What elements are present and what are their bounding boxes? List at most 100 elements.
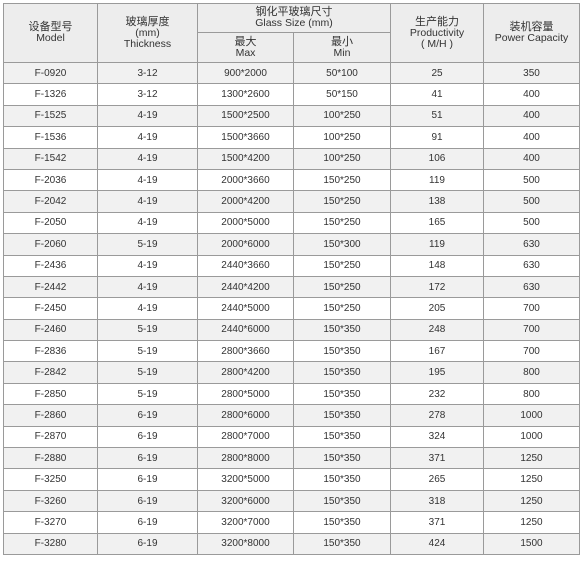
header-max-en: Max <box>235 46 256 59</box>
cell-thickness: 3-12 <box>97 61 198 85</box>
cell-min-size: 150*250 <box>293 168 391 192</box>
cell-model: F-1536 <box>3 126 98 149</box>
table-row: F-3270 6-19 3200*7000 150*350 371 1250 <box>3 511 580 534</box>
header-productivity-zh: 生产能力 <box>415 15 459 28</box>
cell-power: 1000 <box>483 404 580 427</box>
cell-max-size: 3200*7000 <box>197 511 294 534</box>
header-productivity-unit: ( M/H ) <box>420 37 454 50</box>
header-min-en: Min <box>333 46 351 59</box>
table-row: F-2450 4-19 2440*5000 150*250 205 700 <box>3 297 580 320</box>
cell-max-size: 1500*4200 <box>197 147 294 170</box>
cell-productivity: 167 <box>390 340 484 363</box>
cell-thickness: 4-19 <box>97 297 198 320</box>
cell-max-size: 2440*3660 <box>197 254 294 277</box>
cell-max-size: 2800*8000 <box>197 447 294 470</box>
cell-min-size: 150*350 <box>293 361 391 384</box>
cell-productivity: 324 <box>390 425 484 449</box>
cell-max-size: 2000*4200 <box>197 190 294 213</box>
cell-min-size: 150*350 <box>293 447 391 470</box>
cell-productivity: 371 <box>390 511 484 534</box>
cell-productivity: 91 <box>390 126 484 149</box>
cell-power: 700 <box>483 297 580 320</box>
header-glass-size-en: Glass Size (mm) <box>255 17 333 29</box>
cell-model: F-2836 <box>3 340 98 363</box>
cell-thickness: 3-12 <box>97 83 198 106</box>
cell-model: F-2436 <box>3 254 98 277</box>
cell-min-size: 150*350 <box>293 532 391 555</box>
table-row: F-0920 3-12 900*2000 50*100 25 350 <box>3 61 580 85</box>
cell-thickness: 4-19 <box>97 168 198 192</box>
cell-min-size: 150*350 <box>293 489 391 513</box>
cell-thickness: 4-19 <box>97 147 198 170</box>
table-row: F-2060 5-19 2000*6000 150*300 119 630 <box>3 233 580 256</box>
cell-min-size: 150*350 <box>293 468 391 491</box>
cell-power: 700 <box>483 340 580 363</box>
table-body: F-0920 3-12 900*2000 50*100 25 350 F-1326 3-12 1… <box>3 61 580 555</box>
cell-min-size: 150*350 <box>293 425 391 449</box>
cell-thickness: 4-19 <box>97 211 198 235</box>
cell-thickness: 5-19 <box>97 382 198 406</box>
header-min: 最小 Min <box>293 32 391 63</box>
cell-productivity: 41 <box>390 83 484 106</box>
header-thickness-en: Thickness <box>123 37 172 50</box>
cell-thickness: 5-19 <box>97 318 198 342</box>
table-row: F-2860 6-19 2800*6000 150*350 278 1000 <box>3 404 580 427</box>
cell-power: 800 <box>483 382 580 406</box>
cell-max-size: 2800*7000 <box>197 425 294 449</box>
cell-power: 400 <box>483 126 580 149</box>
cell-thickness: 5-19 <box>97 233 198 256</box>
cell-min-size: 50*100 <box>293 61 391 85</box>
cell-thickness: 6-19 <box>97 468 198 491</box>
table-row: F-2042 4-19 2000*4200 150*250 138 500 <box>3 190 580 213</box>
cell-min-size: 150*350 <box>293 340 391 363</box>
cell-model: F-2880 <box>3 447 98 470</box>
cell-model: F-2860 <box>3 404 98 427</box>
header-power: 装机容量 Power Capacity <box>483 3 580 63</box>
cell-model: F-1542 <box>3 147 98 170</box>
cell-power: 800 <box>483 361 580 384</box>
cell-power: 350 <box>483 61 580 85</box>
table-row: F-2850 5-19 2800*5000 150*350 232 800 <box>3 382 580 406</box>
table-row: F-2442 4-19 2440*4200 150*250 172 630 <box>3 275 580 299</box>
cell-min-size: 150*250 <box>293 275 391 299</box>
cell-min-size: 150*350 <box>293 511 391 534</box>
cell-model: F-2842 <box>3 361 98 384</box>
cell-max-size: 2800*3660 <box>197 340 294 363</box>
header-productivity: 生产能力 Productivity ( M/H ) <box>390 3 484 63</box>
cell-max-size: 2800*6000 <box>197 404 294 427</box>
cell-power: 630 <box>483 275 580 299</box>
cell-power: 400 <box>483 83 580 106</box>
cell-thickness: 4-19 <box>97 104 198 128</box>
table-row: F-1525 4-19 1500*2500 100*250 51 400 <box>3 104 580 128</box>
cell-max-size: 2800*4200 <box>197 361 294 384</box>
cell-power: 500 <box>483 211 580 235</box>
cell-model: F-3260 <box>3 489 98 513</box>
table-row: F-2460 5-19 2440*6000 150*350 248 700 <box>3 318 580 342</box>
table-row: F-2842 5-19 2800*4200 150*350 195 800 <box>3 361 580 384</box>
cell-productivity: 119 <box>390 233 484 256</box>
cell-model: F-2060 <box>3 233 98 256</box>
table-row: F-2870 6-19 2800*7000 150*350 324 1000 <box>3 425 580 449</box>
cell-productivity: 248 <box>390 318 484 342</box>
cell-min-size: 100*250 <box>293 147 391 170</box>
cell-productivity: 318 <box>390 489 484 513</box>
cell-min-size: 150*350 <box>293 382 391 406</box>
cell-power: 500 <box>483 190 580 213</box>
table-header: 设备型号 Model 玻璃厚度 (mm) Thickness 钢化平玻璃尺寸 G… <box>3 3 580 63</box>
cell-productivity: 138 <box>390 190 484 213</box>
cell-power: 500 <box>483 168 580 192</box>
table-row: F-2036 4-19 2000*3660 150*250 119 500 <box>3 168 580 192</box>
cell-power: 1500 <box>483 532 580 555</box>
cell-productivity: 51 <box>390 104 484 128</box>
cell-thickness: 6-19 <box>97 511 198 534</box>
cell-max-size: 2000*5000 <box>197 211 294 235</box>
cell-productivity: 424 <box>390 532 484 555</box>
cell-productivity: 195 <box>390 361 484 384</box>
cell-thickness: 4-19 <box>97 126 198 149</box>
cell-productivity: 106 <box>390 147 484 170</box>
cell-model: F-2050 <box>3 211 98 235</box>
header-row-sub: 最大 Max 最小 Min <box>4 32 580 63</box>
cell-max-size: 1500*3660 <box>197 126 294 149</box>
cell-thickness: 4-19 <box>97 190 198 213</box>
cell-productivity: 119 <box>390 168 484 192</box>
